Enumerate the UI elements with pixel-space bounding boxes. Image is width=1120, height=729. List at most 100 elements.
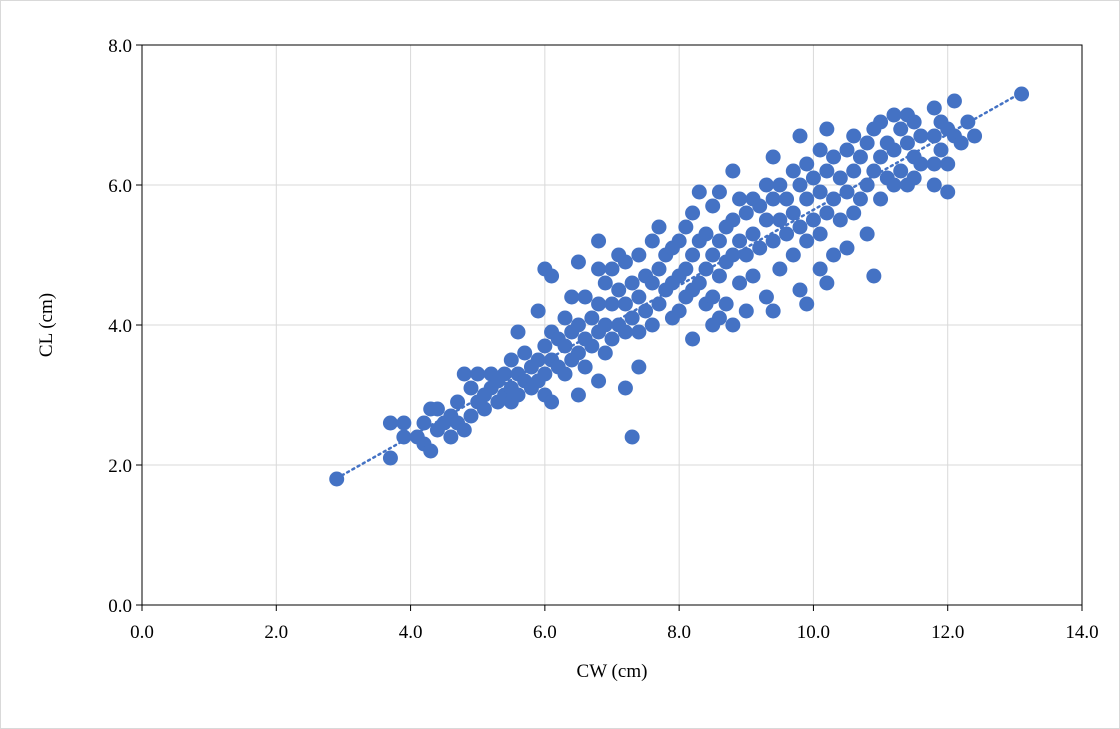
data-point [805,170,821,186]
data-point [725,212,741,228]
data-point [940,156,956,172]
data-point [530,352,546,368]
data-point [745,268,761,284]
data-point [396,429,412,445]
data-point [685,247,701,263]
data-point [604,296,620,312]
data-point [705,198,721,214]
data-point [799,156,815,172]
data-point [792,219,808,235]
data-point [651,261,667,277]
data-point [382,415,398,431]
data-point [826,149,842,165]
y-tick-label: 4.0 [108,316,132,337]
data-point [812,142,828,158]
data-point [685,205,701,221]
data-point [926,156,942,172]
data-point [819,121,835,137]
data-point [933,142,949,158]
data-point [812,261,828,277]
data-point [758,177,774,193]
data-point [671,233,687,249]
data-points [329,86,1030,487]
data-point [591,233,607,249]
data-point [1014,86,1030,102]
data-point [577,289,593,305]
data-point [926,177,942,193]
data-point [544,394,560,410]
data-point [940,184,956,200]
data-point [463,380,479,396]
y-axis-ticks: 0.0 2.0 4.0 6.0 8.0 [108,36,142,617]
x-tick-label: 12.0 [931,622,964,643]
data-point [765,149,781,165]
data-point [765,191,781,207]
data-point [779,191,795,207]
data-point [624,275,640,291]
data-point [651,296,667,312]
x-tick-label: 10.0 [797,622,830,643]
y-tick-label: 6.0 [108,176,132,197]
data-point [711,184,727,200]
x-tick-label: 14.0 [1065,622,1098,643]
data-point [396,415,412,431]
data-point [631,247,647,263]
y-tick-label: 2.0 [108,456,132,477]
data-point [792,177,808,193]
data-point [893,163,909,179]
data-point [591,296,607,312]
data-point [456,366,472,382]
data-point [691,275,707,291]
data-point [711,233,727,249]
data-point [631,324,647,340]
y-tick-label: 8.0 [108,36,132,57]
data-point [638,303,654,319]
data-point [624,310,640,326]
data-point [503,352,519,368]
data-point [839,142,855,158]
data-point [765,233,781,249]
data-point [792,128,808,144]
data-point [772,212,788,228]
data-point [557,338,573,354]
data-point [570,254,586,270]
data-point [557,310,573,326]
data-point [644,233,660,249]
data-point [597,345,613,361]
data-point [591,261,607,277]
data-point [698,261,714,277]
data-point [497,366,513,382]
x-axis-title: CW (cm) [577,661,648,682]
data-point [832,170,848,186]
data-point [631,359,647,375]
data-point [456,422,472,438]
data-point [577,359,593,375]
data-point [617,254,633,270]
data-point [960,114,976,130]
data-point [866,163,882,179]
data-point [846,205,862,221]
data-point [866,268,882,284]
x-axis-ticks: 0.0 2.0 4.0 6.0 8.0 10.0 12.0 14.0 [130,605,1099,643]
data-point [423,443,439,459]
data-point [785,247,801,263]
data-point [644,317,660,333]
data-point [832,212,848,228]
data-point [886,177,902,193]
data-point [826,191,842,207]
data-point [899,135,915,151]
data-point [678,219,694,235]
data-point [617,380,633,396]
data-point [819,275,835,291]
data-point [906,170,922,186]
data-point [631,289,647,305]
data-point [779,226,795,242]
data-point [886,107,902,123]
data-point [819,163,835,179]
data-point [443,429,459,445]
data-point [557,366,573,382]
data-point [617,324,633,340]
data-point [752,198,768,214]
data-point [651,219,667,235]
data-point [758,289,774,305]
